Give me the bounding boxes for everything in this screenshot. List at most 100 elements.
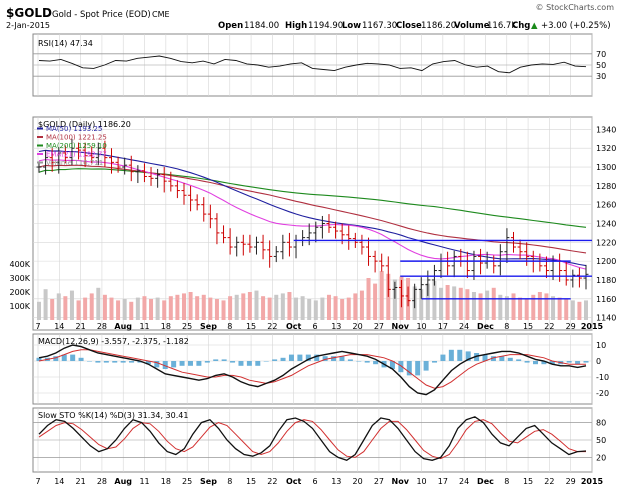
volume-bar xyxy=(56,293,61,320)
volume-bar xyxy=(584,300,588,320)
macd-hist-bar xyxy=(566,361,572,363)
macd-hist-bar xyxy=(162,361,168,369)
macd-hist-bar xyxy=(103,361,109,363)
macd-hist-bar xyxy=(288,354,294,361)
x-tick-label-bottom: 7 xyxy=(35,477,40,486)
volume-bar xyxy=(234,294,239,320)
macd-hist-bar xyxy=(516,359,522,361)
x-tick-label-price: 6 xyxy=(312,322,317,331)
symbol-title: $GOLD xyxy=(6,6,52,20)
volume-bar xyxy=(544,293,549,320)
volume-y-tick: 300K xyxy=(9,274,30,283)
rsi-y-tick: 50 xyxy=(596,61,606,70)
x-tick-label-price: 14 xyxy=(54,322,64,331)
macd-hist-bar xyxy=(179,361,185,366)
macd-line xyxy=(38,344,587,396)
legend-entry: MA(50) 1193.25 xyxy=(46,125,102,133)
macd-hist-bar xyxy=(356,361,362,362)
rsi-layer xyxy=(38,55,587,74)
exchange-label: CME xyxy=(152,10,170,19)
volume-bar xyxy=(208,297,213,320)
volume-bar xyxy=(181,293,186,320)
macd-hist-bar xyxy=(364,361,370,363)
volume-bar xyxy=(333,296,338,320)
macd-hist-bar xyxy=(465,351,471,361)
x-tick-label-bottom: 8 xyxy=(227,477,232,486)
macd-hist-bar xyxy=(280,357,286,361)
ma200-line xyxy=(38,168,587,228)
volume-bar xyxy=(129,301,134,320)
macd-hist-bar xyxy=(457,349,463,361)
volume-bar xyxy=(452,286,457,320)
x-tick-label-bottom: Dec xyxy=(477,477,494,486)
macd-hist-bar xyxy=(339,356,345,361)
high-value: 1194.90 xyxy=(308,21,343,31)
chg-arrow: ▲ xyxy=(531,21,538,31)
macd-hist-bar xyxy=(95,361,101,363)
x-tick-label-price: 2015 xyxy=(581,322,604,331)
x-tick-label-price: 7 xyxy=(35,322,40,331)
x-tick-label-bottom: 14 xyxy=(54,477,64,486)
macd-hist-bar xyxy=(524,361,530,363)
macd-hist-bar xyxy=(213,359,219,361)
macd-hist-bar xyxy=(263,361,269,362)
ema21-line xyxy=(38,158,587,270)
macd-hist-bar xyxy=(583,361,589,363)
volume-y-tick: 200K xyxy=(9,288,30,297)
volume-bar xyxy=(564,299,569,320)
x-tick-label-bottom: 25 xyxy=(182,477,192,486)
x-tick-label-price: 21 xyxy=(76,322,86,331)
axis-labels-layer: 7 7 14 14 21 21 28 28 Aug Aug 11 11 18 18 25 25 Sep Sep 8 8… xyxy=(9,50,616,486)
volume-bar xyxy=(531,294,536,320)
volume-bar xyxy=(254,290,259,320)
volume-bar xyxy=(373,283,378,320)
date-label: 2-Jan-2015 xyxy=(6,21,50,30)
x-tick-label-bottom: 22 xyxy=(267,477,277,486)
macd-hist-bar xyxy=(549,361,555,365)
price-y-tick: 1160 xyxy=(596,295,616,304)
macd-hist-bar xyxy=(482,354,488,361)
volume-bar xyxy=(320,297,325,320)
legend-entry: Volume 116,711 xyxy=(46,159,103,167)
price-y-tick: 1240 xyxy=(596,220,616,229)
macd-layer xyxy=(36,344,589,396)
watermark: © StockCharts.com xyxy=(536,3,615,12)
stoch-y-tick: 20 xyxy=(596,453,606,462)
macd-hist-bar xyxy=(70,354,76,361)
macd-hist-bar xyxy=(112,361,118,363)
x-tick-label-price: 17 xyxy=(438,322,448,331)
x-tick-label-price: 20 xyxy=(353,322,363,331)
macd-hist-bar xyxy=(415,361,421,376)
volume-bar xyxy=(241,293,246,320)
volume-y-tick: 100K xyxy=(9,302,30,311)
volume-bar xyxy=(432,280,437,320)
volume-bar xyxy=(96,287,101,320)
x-tick-label-bottom: 6 xyxy=(312,477,317,486)
x-tick-label-bottom: 15 xyxy=(246,477,256,486)
stoch-layer xyxy=(38,416,587,462)
macd-hist-bar xyxy=(331,356,337,361)
macd-hist-bar xyxy=(373,361,379,365)
open-label: Open xyxy=(218,21,243,31)
x-tick-label-bottom: Sep xyxy=(200,477,217,486)
close-label: Close xyxy=(396,21,422,31)
volume-bar xyxy=(89,293,94,320)
volume-bar xyxy=(280,293,285,320)
macd-hist-bar xyxy=(490,356,496,361)
volume-bar xyxy=(491,287,496,320)
x-tick-label-bottom: 18 xyxy=(161,477,171,486)
volume-bar xyxy=(69,290,74,320)
close-value: 1186.20 xyxy=(421,21,456,31)
x-tick-label-bottom: 20 xyxy=(353,477,363,486)
volume-bar xyxy=(537,292,542,320)
x-tick-label-price: 24 xyxy=(459,322,469,331)
legend-entry: MA(100) 1221.25 xyxy=(46,134,107,142)
macd-hist-bar xyxy=(507,357,513,361)
price-y-tick: 1340 xyxy=(596,125,616,134)
stoch-y-tick: 80 xyxy=(596,419,606,428)
x-tick-label-bottom: 15 xyxy=(523,477,533,486)
macd-hist-bar xyxy=(204,361,210,363)
volume-bar xyxy=(122,299,127,320)
ma50-line xyxy=(38,149,587,267)
